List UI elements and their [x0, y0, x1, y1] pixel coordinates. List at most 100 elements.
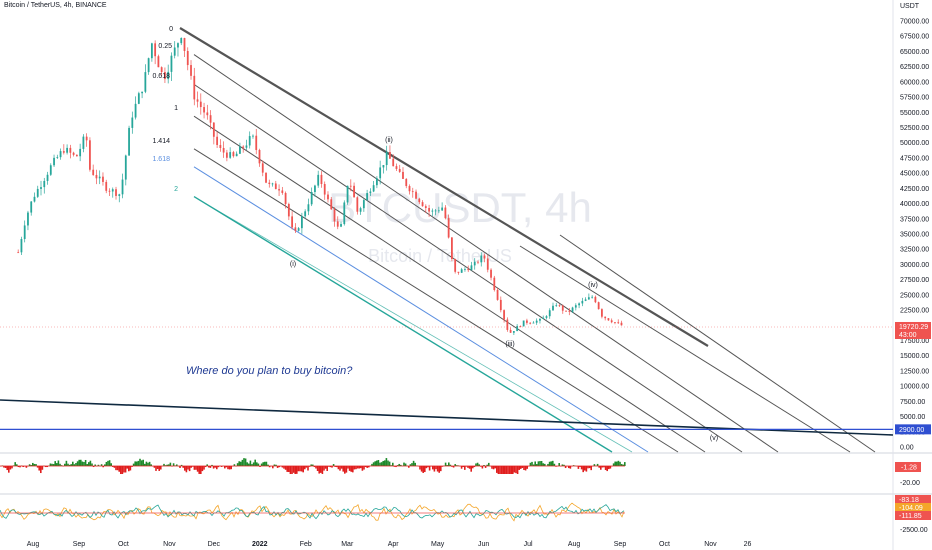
fib-line-0.25[interactable] — [193, 54, 779, 453]
oscillator-bar — [206, 464, 208, 466]
candle — [53, 157, 55, 166]
candle — [111, 189, 114, 192]
oscillator-bar — [108, 460, 111, 466]
oscillator2-tick: -2500.00 — [900, 527, 928, 534]
oscillator-bar — [353, 466, 356, 470]
oscillator-bar — [516, 466, 519, 474]
wave-label-5: (v) — [710, 435, 718, 442]
oscillator-bar — [484, 466, 487, 468]
candle — [134, 103, 137, 118]
candle — [232, 152, 235, 157]
candle — [186, 50, 189, 66]
oscillator-panes: -1.28 -20.00 -83.18-104.09-111.85 -2500.00 — [0, 458, 931, 534]
candle — [203, 107, 205, 113]
y-tick-label: 57500.00 — [900, 95, 929, 102]
fib-line-1.414[interactable] — [193, 148, 679, 453]
oscillator-bar — [168, 464, 170, 466]
oscillator-bar — [176, 464, 178, 466]
oscillator-bar — [224, 466, 226, 469]
oscillator-bar — [580, 466, 583, 470]
oscillator-bar — [217, 466, 220, 468]
candle — [490, 269, 492, 278]
candle — [137, 93, 140, 104]
fib-extension-1[interactable] — [519, 245, 851, 453]
oscillator-bar — [368, 466, 370, 468]
x-tick-label: 2022 — [252, 541, 268, 548]
candle — [574, 305, 577, 308]
oscillator-bar — [379, 462, 381, 466]
oscillator-bar — [251, 464, 253, 466]
oscillator-bar — [267, 464, 269, 466]
oscillator-bar — [86, 464, 88, 466]
fib-line-2-edge[interactable] — [196, 198, 633, 453]
candles — [17, 37, 623, 335]
oscillator-bar — [188, 466, 191, 472]
drawings[interactable] — [0, 326, 894, 436]
axes: 70000.00 67500.00 65000.00 62500.00 60000.00… — [27, 19, 931, 548]
oscillator-bar — [28, 464, 31, 466]
candle — [69, 147, 72, 153]
candle — [594, 296, 597, 303]
oscillator-bar — [25, 466, 28, 468]
oscillator-bar — [329, 466, 332, 468]
fib-channel[interactable] — [179, 27, 876, 453]
candle — [480, 255, 483, 263]
oscillator-bar — [544, 463, 546, 466]
oscillator-bar — [486, 464, 488, 466]
candle — [72, 152, 75, 155]
oscillator-bar — [193, 466, 196, 470]
oscillator-tag — [895, 462, 921, 472]
oscillator-bar — [147, 462, 149, 466]
candle — [539, 318, 541, 321]
oscillator-bar — [9, 466, 12, 470]
y-tick-label: 12500.00 — [900, 368, 929, 375]
oscillator-bar — [540, 461, 543, 466]
fib-line-1.618[interactable] — [193, 166, 649, 453]
oscillator-bar — [452, 466, 455, 468]
candle — [193, 75, 196, 100]
fib-line-1[interactable] — [193, 115, 706, 453]
oscillator-bar — [534, 461, 536, 466]
oscillator-bar — [385, 458, 388, 466]
oscillator-bar — [505, 466, 508, 474]
oscillator-bar — [424, 466, 426, 473]
oscillator-bar — [564, 466, 567, 469]
oscillator-bar — [49, 463, 52, 466]
oscillator-bar — [342, 466, 344, 472]
fib-line-0[interactable] — [179, 27, 709, 347]
candle — [457, 271, 460, 273]
candle — [330, 199, 333, 210]
oscillator-bar — [395, 466, 397, 468]
candle — [552, 305, 554, 311]
oscillator-bar — [248, 463, 250, 466]
oscillator-bar — [200, 466, 202, 474]
oscillator-bar — [35, 464, 37, 466]
wave-label-4: (iv) — [588, 282, 598, 289]
candle — [402, 171, 404, 179]
oscillator-bar — [451, 466, 453, 467]
x-tick-label: 26 — [744, 541, 752, 548]
oscillator-bar — [22, 466, 24, 468]
oscillator-bar — [414, 462, 416, 466]
candle — [346, 185, 349, 203]
candle — [239, 146, 241, 154]
oscillator-bar — [619, 461, 621, 466]
candle — [46, 174, 49, 181]
fib-extension-2[interactable] — [559, 234, 876, 453]
x-tick-label: Apr — [388, 541, 400, 548]
oscillator-bar — [273, 464, 276, 466]
candle — [255, 135, 258, 150]
candle — [349, 185, 352, 187]
oscillator-bar — [100, 464, 103, 466]
fib-line-2[interactable] — [193, 195, 613, 453]
candle — [128, 127, 130, 156]
candle — [95, 174, 98, 179]
oscillator-bar — [198, 466, 200, 474]
candle — [183, 38, 186, 51]
oscillator-bar — [32, 462, 34, 466]
candle — [561, 305, 564, 311]
oscillator-bar — [584, 466, 586, 471]
candle — [300, 216, 303, 229]
oscillator-bar — [75, 463, 77, 466]
